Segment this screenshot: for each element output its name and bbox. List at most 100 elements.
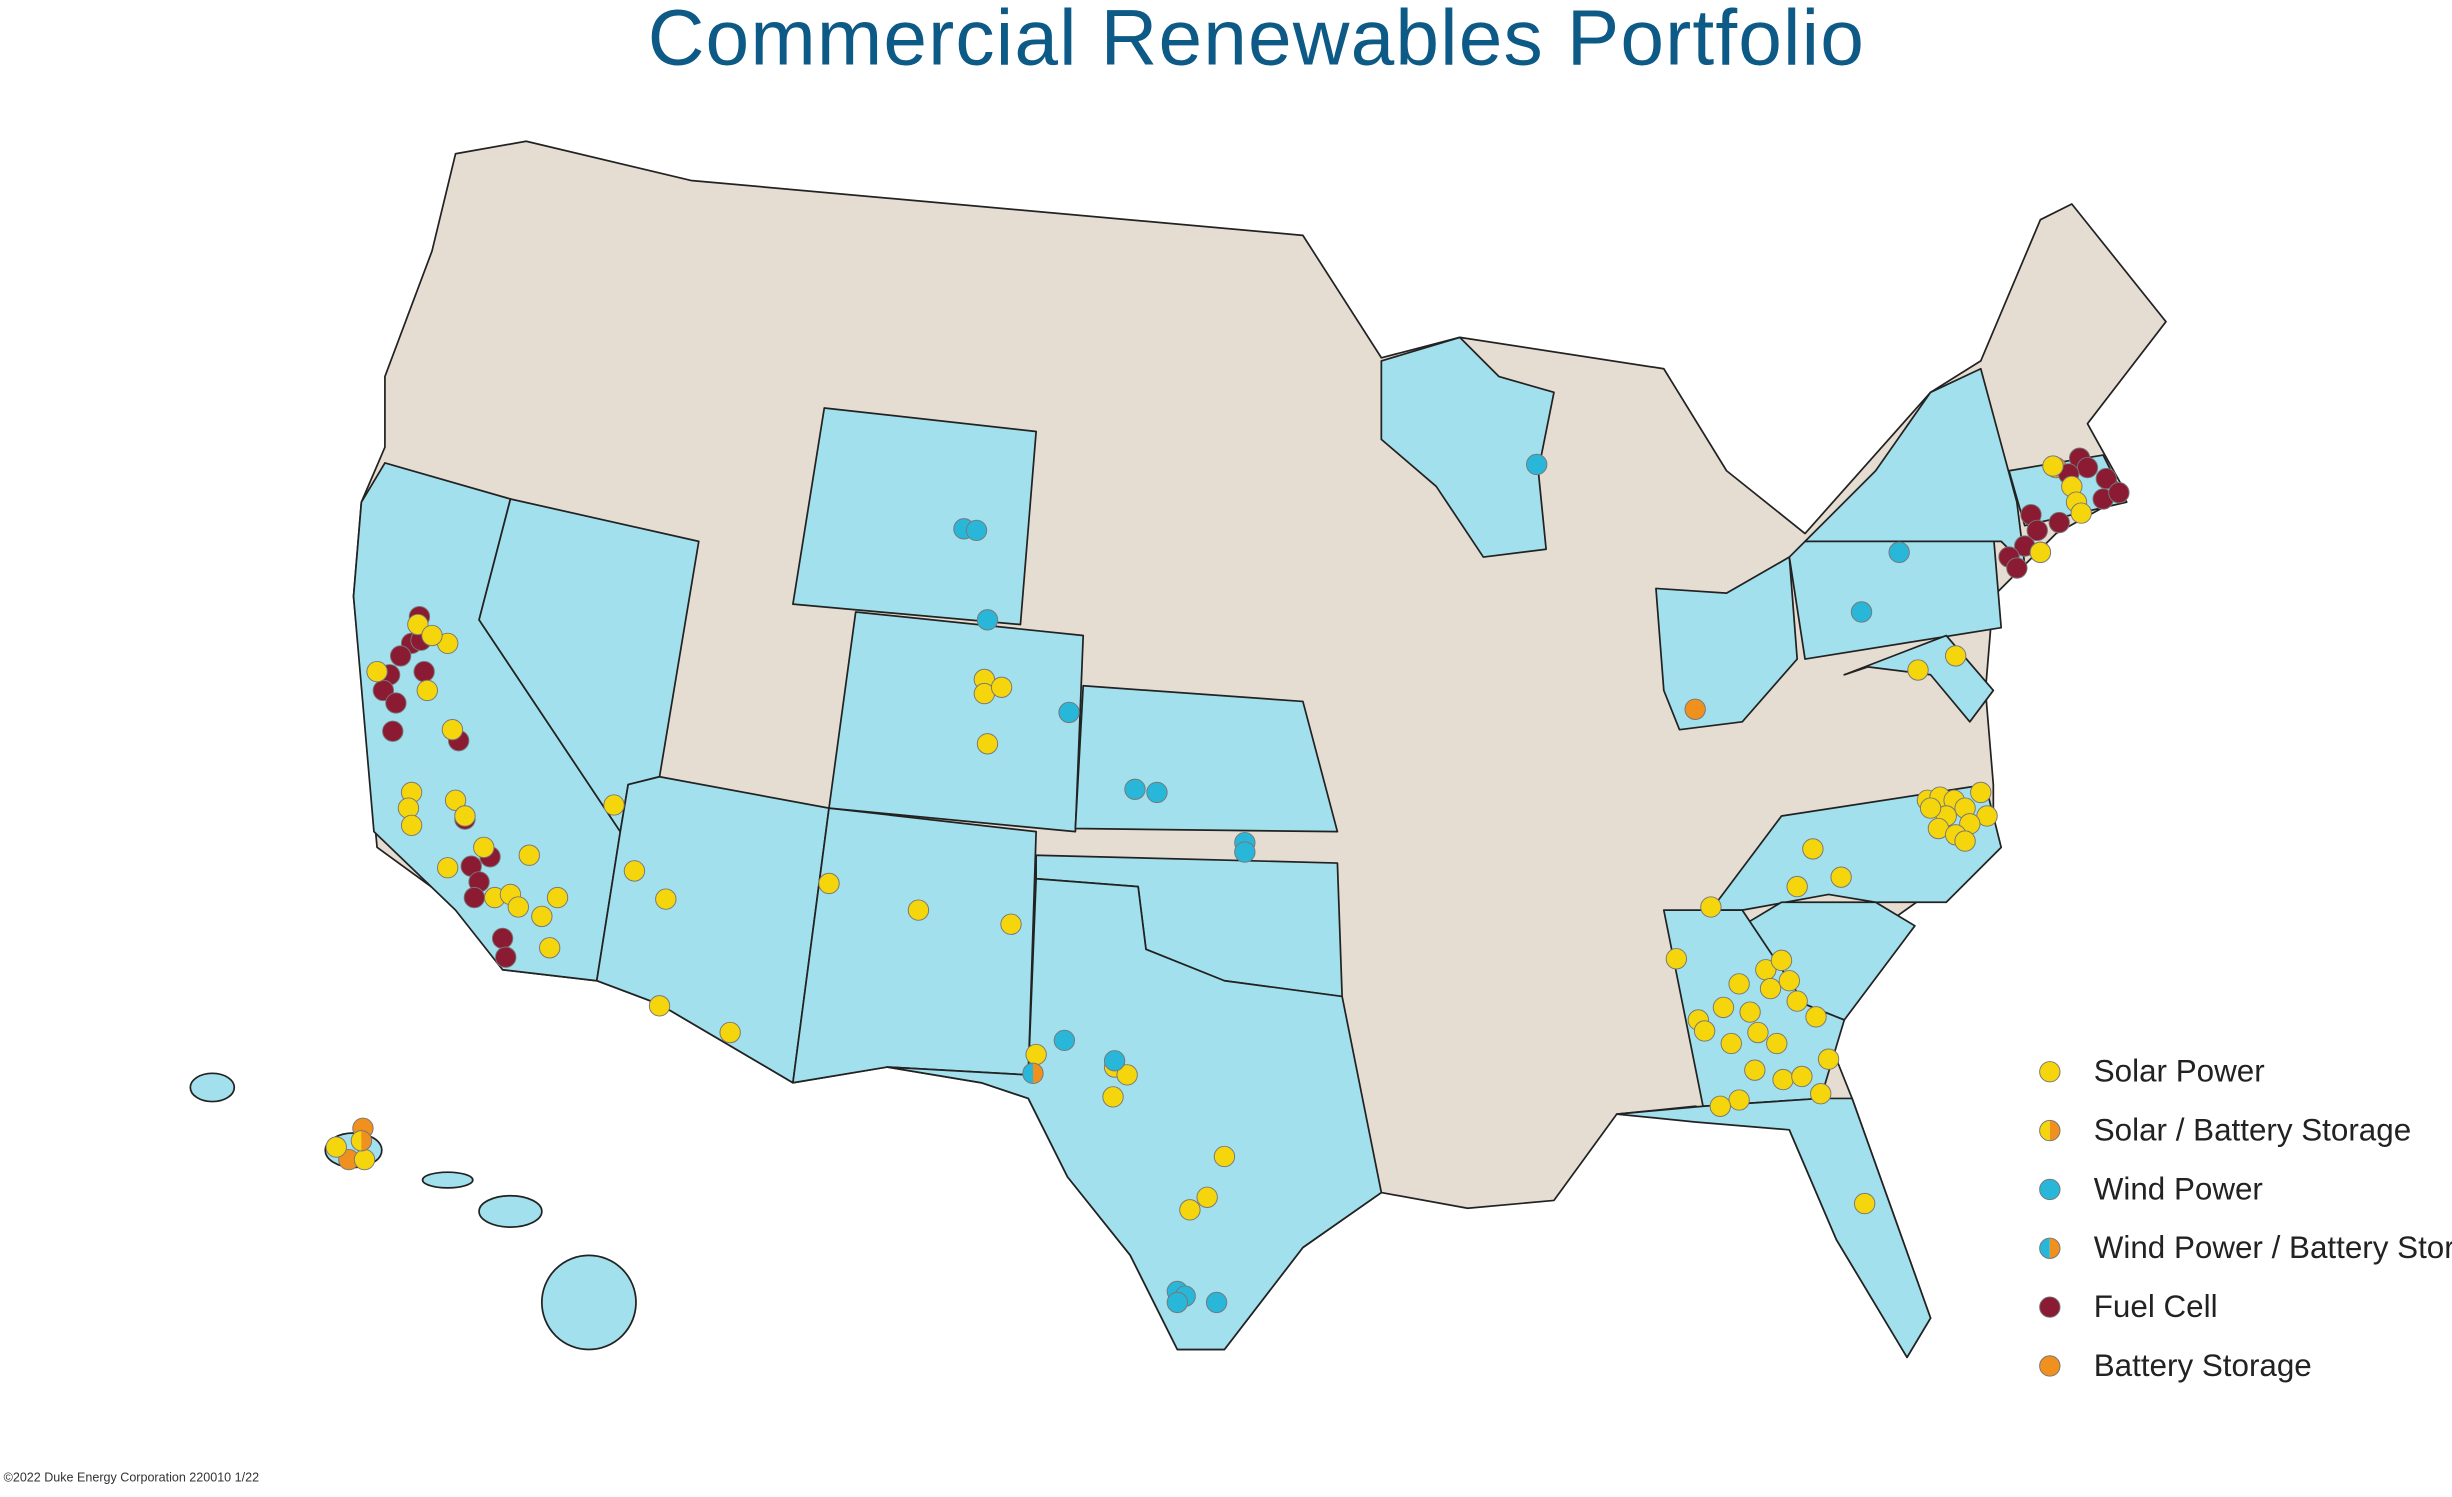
dot-fill bbox=[1166, 1291, 1189, 1314]
site bbox=[1196, 1186, 1218, 1208]
legend-swatch bbox=[2039, 1237, 2061, 1259]
site bbox=[441, 718, 464, 741]
dot-fill bbox=[400, 814, 423, 837]
site bbox=[1146, 781, 1168, 804]
site bbox=[1919, 797, 1942, 819]
dot-fill bbox=[2048, 511, 2070, 534]
dot-half bbox=[2049, 1238, 2061, 1259]
dot-fill bbox=[623, 860, 646, 882]
site bbox=[818, 872, 840, 895]
site bbox=[2048, 511, 2070, 534]
site bbox=[1944, 645, 1967, 667]
dot-fill bbox=[444, 789, 467, 811]
site bbox=[353, 1148, 376, 1171]
site bbox=[1124, 778, 1146, 800]
dot-fill bbox=[1954, 830, 1976, 852]
dot-fill bbox=[1684, 698, 1706, 720]
dot-fill bbox=[385, 692, 407, 714]
site bbox=[539, 937, 561, 959]
site bbox=[2006, 557, 2028, 579]
dot-fill bbox=[473, 836, 495, 859]
site bbox=[1853, 1192, 1876, 1215]
dot-fill bbox=[2076, 456, 2099, 479]
site bbox=[463, 886, 486, 909]
dot-fill bbox=[2095, 467, 2117, 490]
site bbox=[1000, 913, 1022, 935]
state bbox=[792, 807, 1037, 1084]
dot-fill bbox=[491, 927, 514, 950]
site bbox=[1786, 990, 1808, 1012]
dot-half bbox=[351, 1130, 362, 1151]
site bbox=[1103, 1050, 1126, 1072]
dot-fill bbox=[539, 937, 561, 959]
site bbox=[1791, 1065, 1813, 1088]
dot-fill bbox=[1058, 701, 1080, 724]
site bbox=[421, 624, 443, 647]
site bbox=[1747, 1021, 1769, 1044]
site bbox=[454, 805, 476, 827]
dot-fill bbox=[1213, 1145, 1236, 1168]
site bbox=[1759, 977, 1782, 1000]
dot-fill bbox=[1102, 1086, 1124, 1108]
site bbox=[719, 1021, 741, 1044]
dot-fill bbox=[2039, 1061, 2061, 1083]
dot-fill bbox=[353, 1148, 376, 1171]
dot-fill bbox=[1025, 1043, 1047, 1066]
site bbox=[623, 860, 646, 882]
dot-fill bbox=[1053, 1029, 1076, 1052]
dot-fill bbox=[1778, 970, 1801, 992]
site bbox=[1954, 830, 1976, 852]
site bbox=[1970, 781, 1992, 804]
site bbox=[1810, 1083, 1832, 1105]
site bbox=[965, 519, 988, 542]
dot-fill bbox=[1709, 1095, 1731, 1117]
state bbox=[595, 775, 830, 1084]
dot-fill bbox=[1693, 1020, 1716, 1042]
site bbox=[546, 886, 569, 909]
site bbox=[2042, 455, 2064, 477]
dot-outline bbox=[2039, 1237, 2061, 1259]
dot-fill bbox=[1747, 1021, 1769, 1044]
dot-fill bbox=[976, 733, 999, 755]
site bbox=[1744, 1059, 1766, 1081]
dot-fill bbox=[655, 888, 677, 910]
dot-fill bbox=[1665, 948, 1688, 970]
site bbox=[1234, 841, 1256, 863]
site bbox=[603, 794, 625, 816]
dot-fill bbox=[1919, 797, 1942, 819]
dot-fill bbox=[1103, 1050, 1126, 1072]
site bbox=[1728, 1089, 1750, 1111]
dot-fill bbox=[1700, 896, 1722, 918]
site bbox=[416, 679, 438, 702]
site bbox=[655, 888, 677, 910]
site bbox=[976, 733, 999, 755]
site bbox=[1022, 1062, 1044, 1084]
site bbox=[2029, 541, 2052, 564]
site bbox=[1805, 1006, 1827, 1028]
dot-fill bbox=[818, 872, 840, 895]
legend-label: Solar Power bbox=[2094, 1054, 2265, 1089]
site bbox=[648, 995, 671, 1017]
dot-fill bbox=[1000, 913, 1022, 935]
site bbox=[1166, 1291, 1189, 1314]
dot-fill bbox=[463, 886, 486, 909]
dot-fill bbox=[1124, 778, 1146, 800]
state bbox=[886, 877, 1383, 1351]
site bbox=[1817, 1048, 1840, 1070]
dot-fill bbox=[531, 905, 553, 928]
site bbox=[1712, 996, 1735, 1019]
dot-fill bbox=[1830, 866, 1852, 888]
site bbox=[990, 676, 1013, 698]
dot-fill bbox=[421, 624, 443, 647]
dot-fill bbox=[1805, 1006, 1827, 1028]
dot-fill bbox=[1907, 659, 1929, 681]
dot-fill bbox=[1234, 841, 1256, 863]
state bbox=[1788, 532, 2003, 660]
legend-swatch bbox=[2039, 1296, 2061, 1318]
legend-swatch bbox=[2039, 1355, 2061, 1377]
dot-half bbox=[1022, 1063, 1033, 1084]
dot-fill bbox=[389, 645, 412, 667]
site bbox=[444, 789, 467, 811]
site bbox=[366, 660, 388, 683]
